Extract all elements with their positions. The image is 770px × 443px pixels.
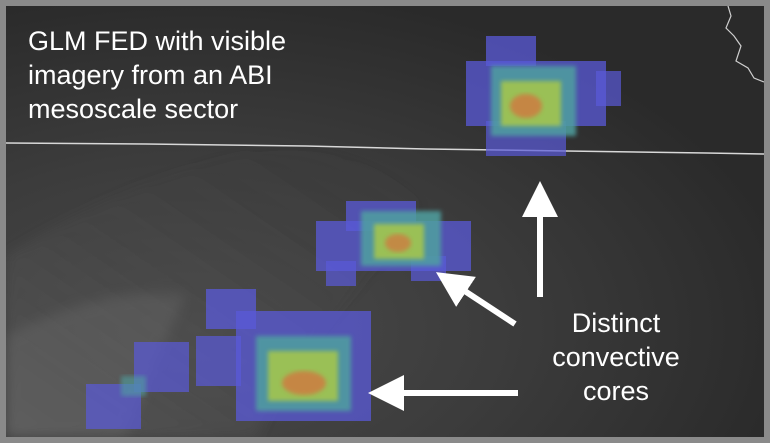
state-border-line-ne	[725, 6, 764, 83]
annotation-arrows	[368, 181, 558, 411]
satellite-image: GLM FED with visible imagery from an ABI…	[6, 6, 764, 437]
fed-cell-south	[196, 289, 371, 421]
fed-cell-north	[466, 36, 621, 156]
annotation-line: convective	[552, 342, 680, 372]
annotation-label: Distinct convective cores	[526, 306, 706, 408]
image-caption: GLM FED with visible imagery from an ABI…	[28, 24, 368, 126]
caption-line: imagery from an ABI	[28, 60, 273, 90]
arrow-diagonal-icon	[435, 272, 517, 327]
annotation-line: Distinct	[571, 308, 661, 338]
satellite-imagery-svg	[6, 6, 764, 437]
caption-line: mesoscale sector	[28, 94, 239, 124]
annotation-line: cores	[582, 376, 650, 406]
fed-cell-central	[316, 201, 471, 286]
state-border-line	[6, 142, 764, 155]
caption-line: GLM FED with visible	[28, 26, 287, 56]
cloud-region	[6, 293, 186, 437]
fed-cell-southwest	[86, 342, 189, 429]
